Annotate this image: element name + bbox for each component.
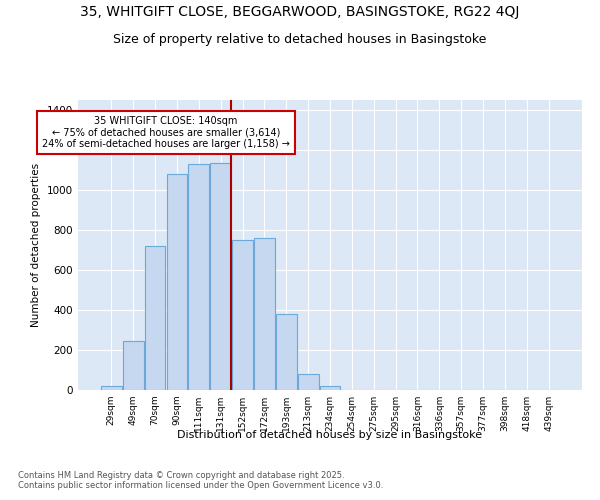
Bar <box>276 314 296 390</box>
Bar <box>210 163 231 390</box>
Text: Contains HM Land Registry data © Crown copyright and database right 2025.
Contai: Contains HM Land Registry data © Crown c… <box>18 470 383 490</box>
Bar <box>254 238 275 390</box>
Text: Size of property relative to detached houses in Basingstoke: Size of property relative to detached ho… <box>113 32 487 46</box>
Text: 35 WHITGIFT CLOSE: 140sqm
← 75% of detached houses are smaller (3,614)
24% of se: 35 WHITGIFT CLOSE: 140sqm ← 75% of detac… <box>42 116 290 149</box>
Bar <box>188 164 209 390</box>
Text: 35, WHITGIFT CLOSE, BEGGARWOOD, BASINGSTOKE, RG22 4QJ: 35, WHITGIFT CLOSE, BEGGARWOOD, BASINGST… <box>80 5 520 19</box>
Bar <box>123 342 143 390</box>
Bar <box>298 374 319 390</box>
Bar <box>232 240 253 390</box>
Bar <box>167 174 187 390</box>
Text: Distribution of detached houses by size in Basingstoke: Distribution of detached houses by size … <box>178 430 482 440</box>
Bar <box>320 386 340 390</box>
Bar <box>145 246 166 390</box>
Bar <box>101 386 122 390</box>
Y-axis label: Number of detached properties: Number of detached properties <box>31 163 41 327</box>
